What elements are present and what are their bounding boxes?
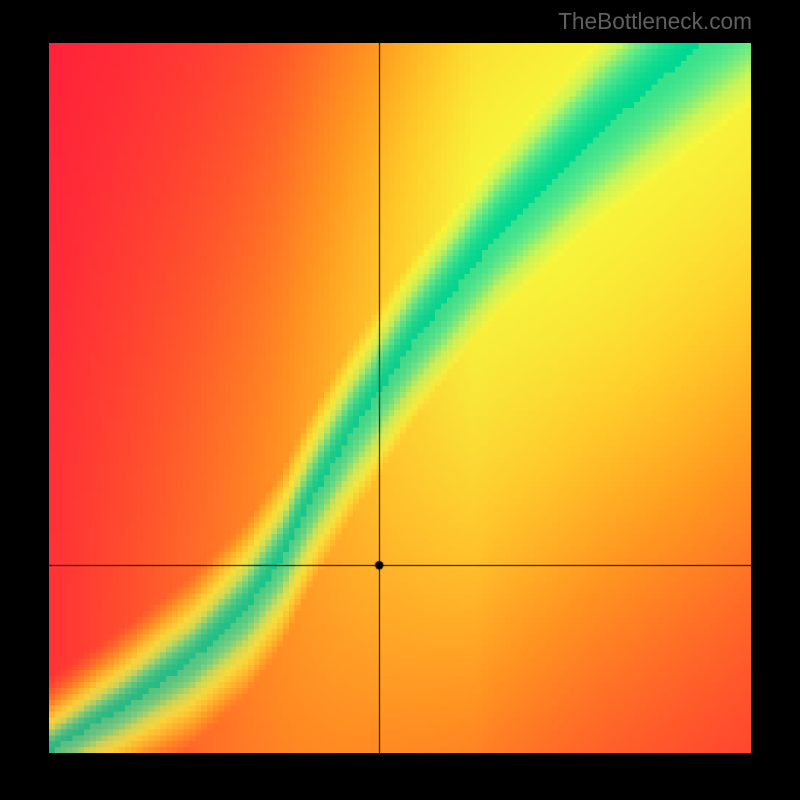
watermark-text: TheBottleneck.com (558, 8, 752, 35)
bottleneck-heatmap (49, 43, 751, 753)
chart-container: TheBottleneck.com (0, 0, 800, 800)
